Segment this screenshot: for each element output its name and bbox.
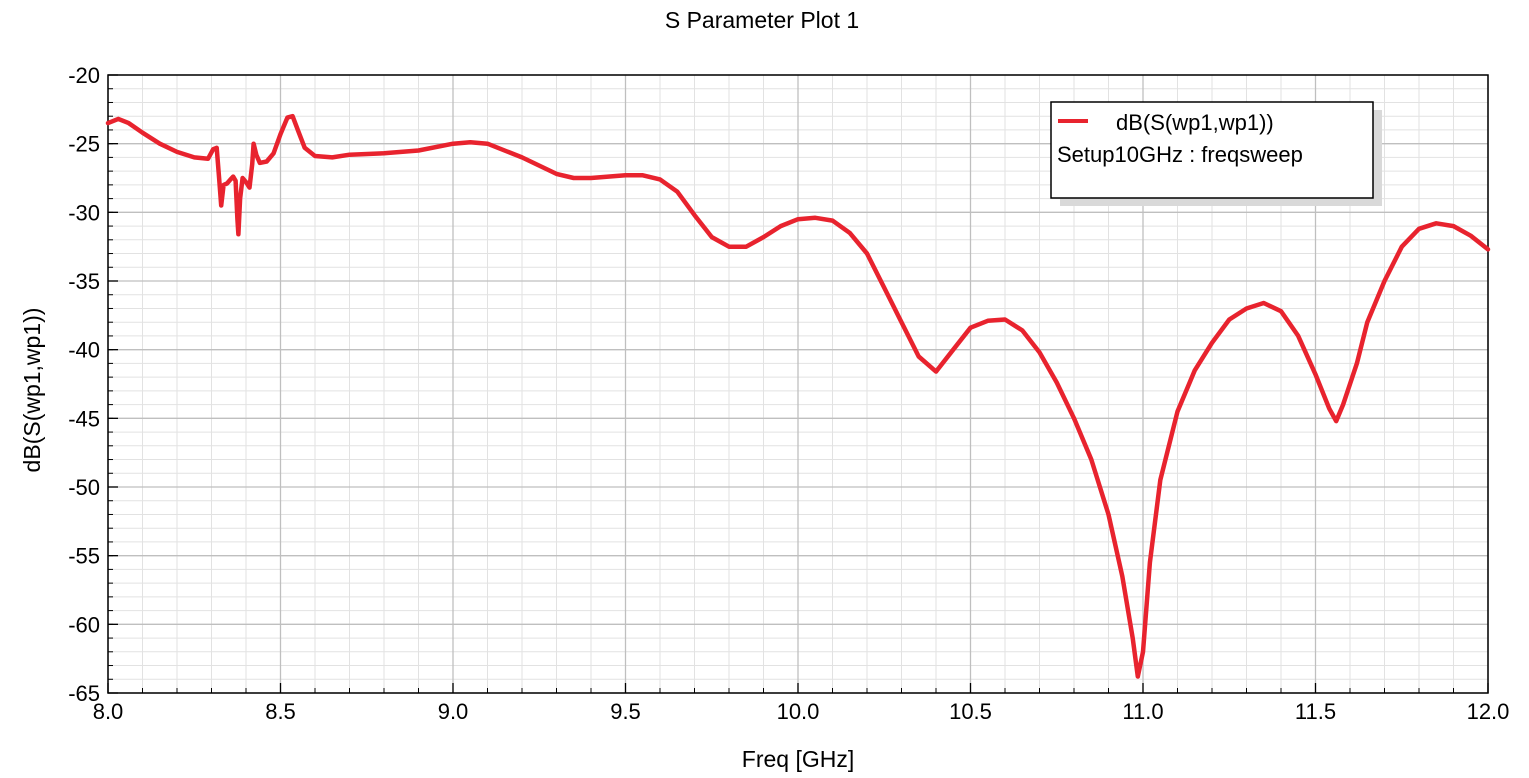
- legend: dB(S(wp1,wp1)) Setup10GHz : freqsweep: [1050, 101, 1382, 206]
- x-tick-label: 10.0: [777, 699, 820, 724]
- y-axis-label: dB(S(wp1,wp1)): [19, 308, 45, 473]
- x-tick-label: 10.5: [949, 699, 992, 724]
- y-tick-label: -50: [68, 475, 100, 500]
- y-tick-label: -20: [68, 63, 100, 88]
- x-tick-label: 12.0: [1467, 699, 1510, 724]
- y-tick-label: -40: [68, 338, 100, 363]
- y-tick-label: -25: [68, 132, 100, 157]
- ticks-layer: [107, 74, 1489, 694]
- x-tick-label: 8.5: [265, 699, 296, 724]
- x-tick-labels: 8.0 8.5 9.0 9.5 10.0 10.5 11.0 11.5 12.0: [93, 699, 1510, 724]
- legend-series-label: dB(S(wp1,wp1)): [1116, 110, 1274, 135]
- x-tick-label: 9.5: [610, 699, 641, 724]
- grid-layer: [107, 74, 1489, 694]
- x-tick-label: 8.0: [93, 699, 124, 724]
- x-tick-label: 11.0: [1122, 699, 1163, 724]
- legend-setup-label: Setup10GHz : freqsweep: [1057, 142, 1303, 167]
- y-tick-label: -65: [68, 681, 100, 706]
- y-tick-label: -45: [68, 406, 100, 431]
- y-tick-labels: -20 -25 -30 -35 -40 -45 -50 -55 -60 -65: [68, 63, 100, 706]
- y-tick-label: -60: [68, 612, 100, 637]
- x-tick-label: 11.5: [1295, 699, 1336, 724]
- series-layer: [105, 113, 1491, 679]
- y-tick-label: -30: [68, 200, 100, 225]
- x-tick-label: 9.0: [438, 699, 469, 724]
- plot-title: S Parameter Plot 1: [665, 7, 859, 33]
- y-tick-label: -35: [68, 269, 100, 294]
- series-line: [105, 113, 1491, 679]
- legend-box: [1050, 101, 1374, 199]
- y-tick-label: -55: [68, 544, 100, 569]
- x-axis-label: Freq [GHz]: [742, 746, 854, 772]
